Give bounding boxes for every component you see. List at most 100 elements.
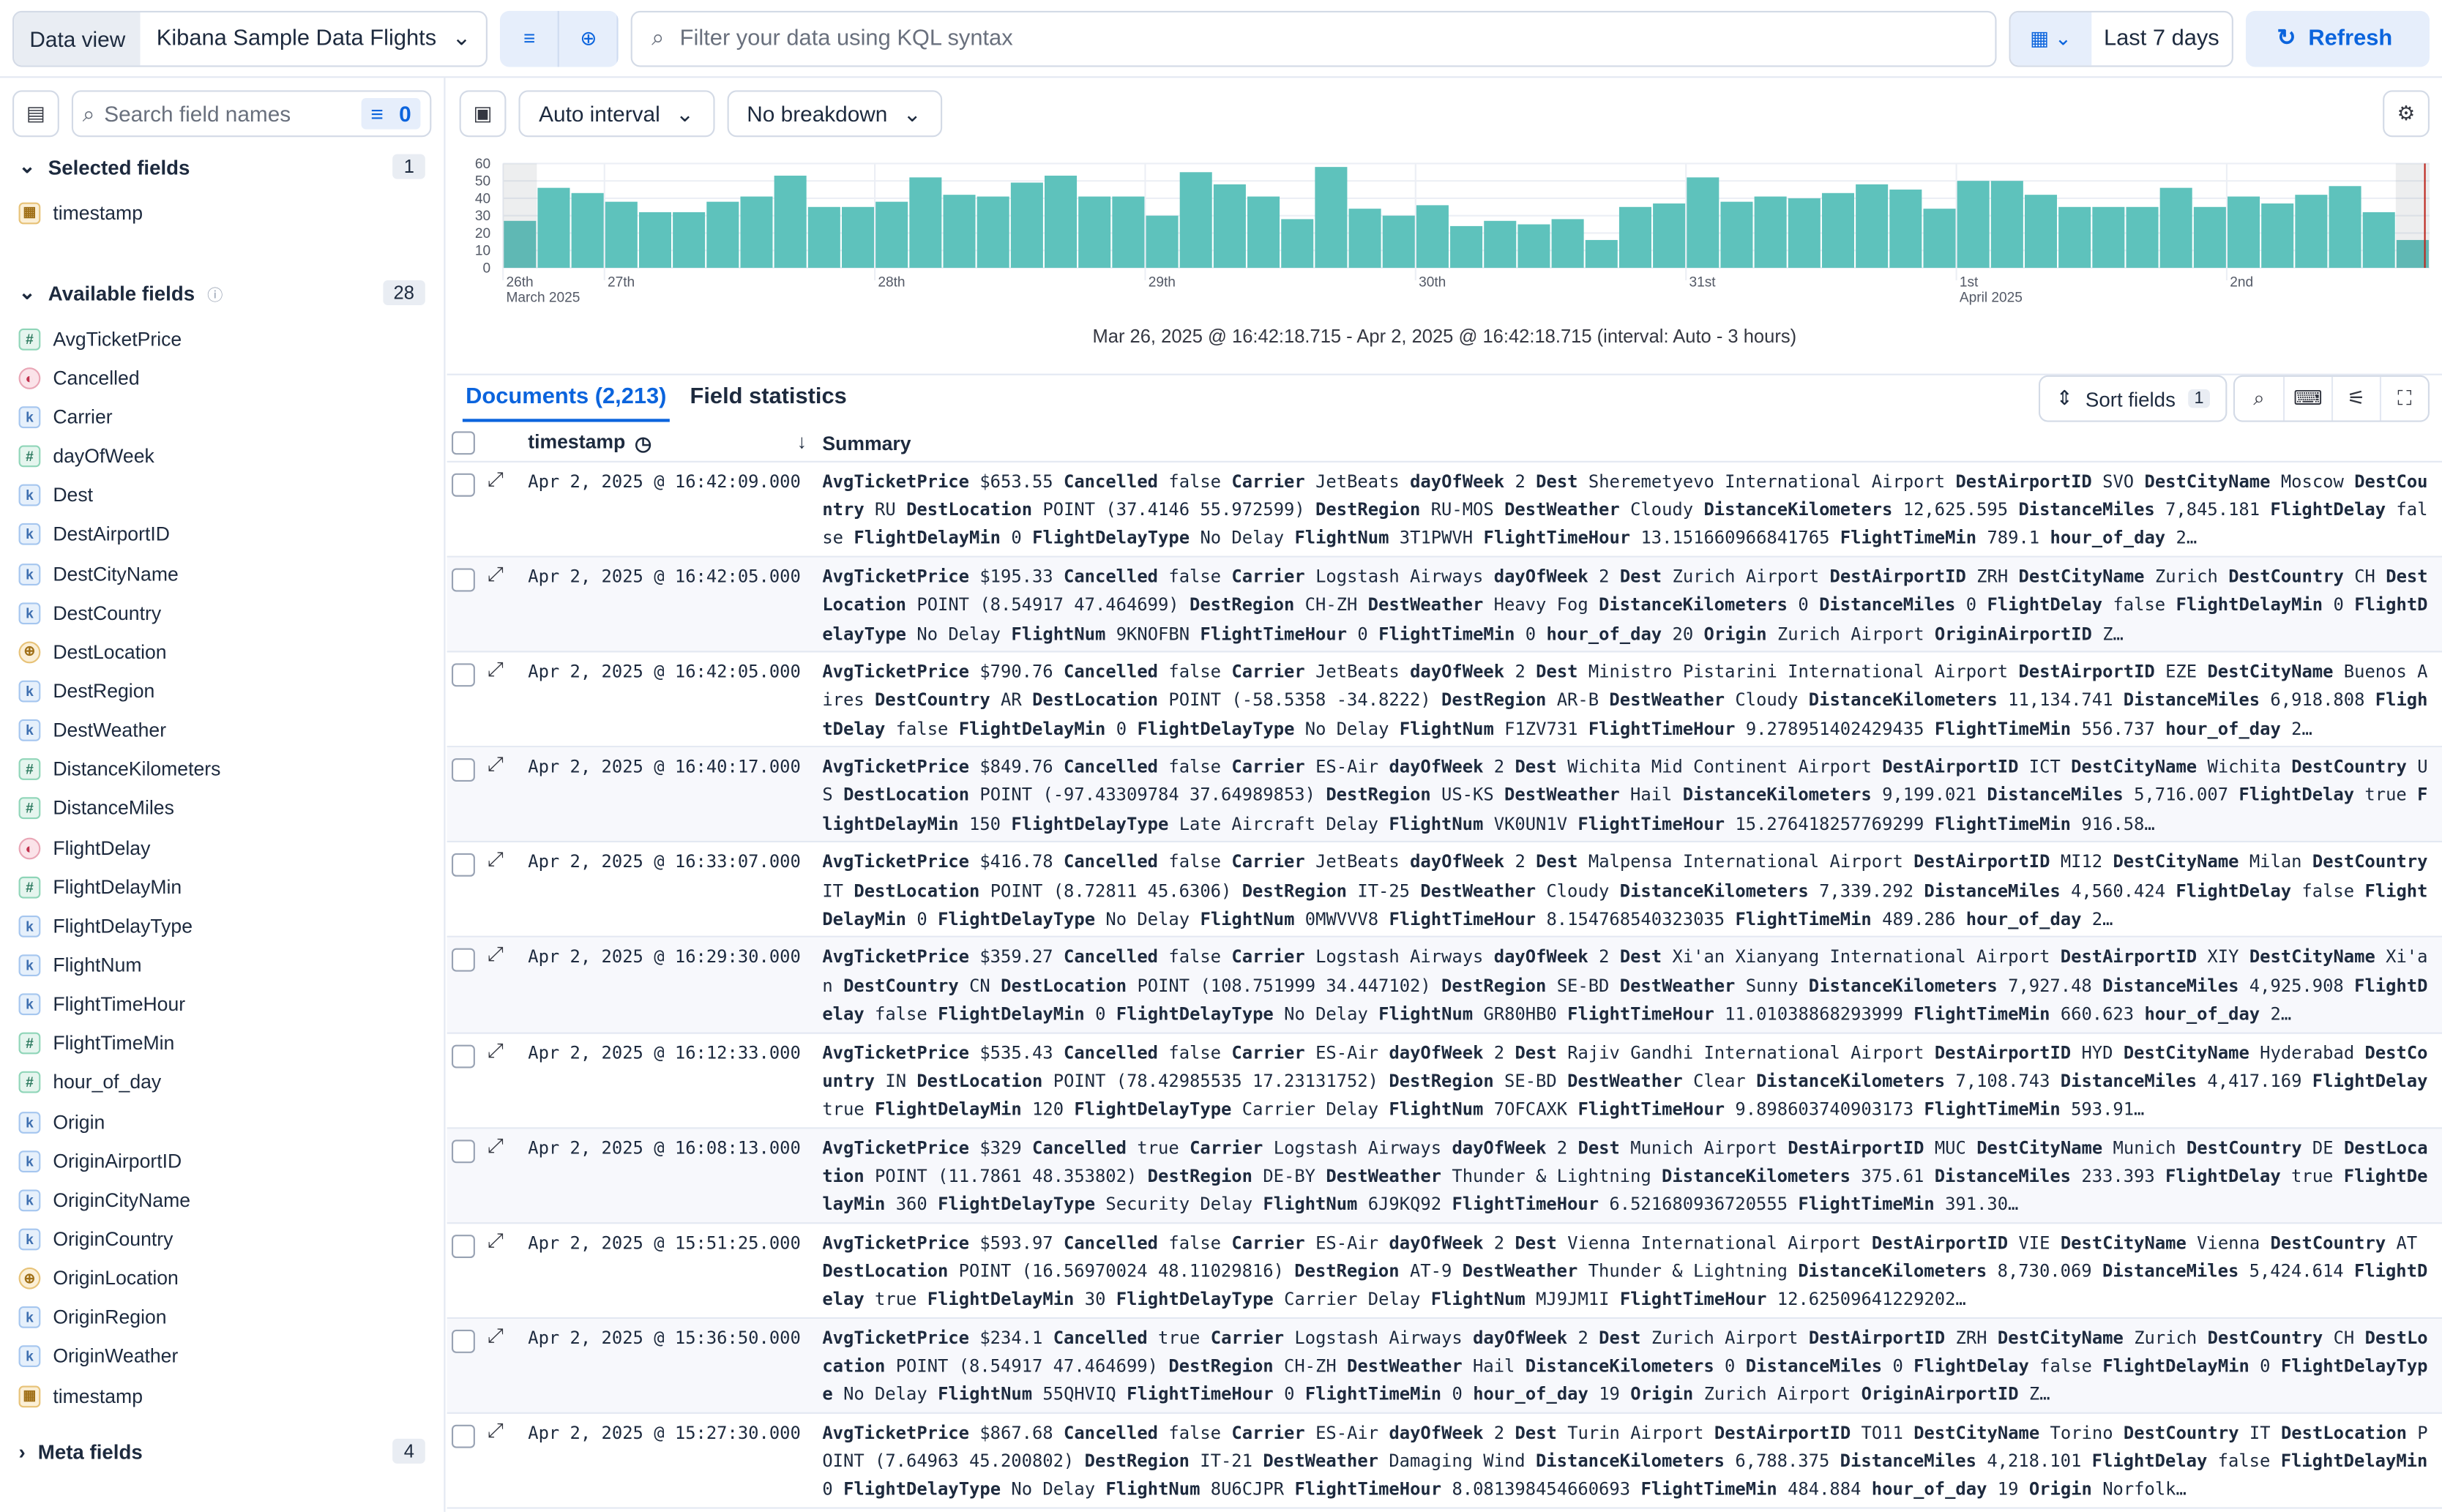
chart-toggle-icon[interactable]: ▣ [459, 90, 507, 138]
field-item-FlightDelayMin[interactable]: # FlightDelayMin [0, 867, 444, 906]
histogram-bar[interactable] [774, 176, 807, 268]
expand-icon[interactable]: ⤢ [487, 1325, 504, 1349]
field-item-DestLocation[interactable]: ⊕ DestLocation [0, 632, 444, 671]
histogram-bar[interactable] [1348, 209, 1381, 268]
field-item-AvgTicketPrice[interactable]: # AvgTicketPrice [0, 319, 444, 358]
histogram-bar[interactable] [1179, 172, 1212, 268]
field-item-OriginRegion[interactable]: k OriginRegion [0, 1298, 444, 1337]
field-item-DistanceMiles[interactable]: # DistanceMiles [0, 789, 444, 828]
row-checkbox[interactable] [451, 1424, 475, 1448]
available-fields-toggle[interactable]: ⌄ Available fields ⓘ 28 [0, 273, 444, 313]
filter-icon[interactable]: ≡ [501, 10, 560, 67]
histogram-bar[interactable] [1382, 215, 1415, 268]
field-item-dayOfWeek[interactable]: # dayOfWeek [0, 437, 444, 476]
field-filter-button[interactable]: ≡ 0 [361, 98, 421, 130]
interval-select[interactable]: Auto interval ⌄ [518, 90, 714, 138]
expand-icon[interactable]: ⤢ [487, 1039, 504, 1063]
display-settings-icon[interactable]: ⚟ [2331, 376, 2380, 421]
histogram-bar[interactable] [1078, 196, 1111, 268]
histogram-bar[interactable] [1585, 239, 1618, 268]
field-item-Carrier[interactable]: k Carrier [0, 397, 444, 436]
histogram-bar[interactable] [2126, 206, 2159, 268]
histogram-bar[interactable] [1754, 196, 1787, 268]
row-checkbox[interactable] [451, 663, 475, 687]
histogram-bar[interactable] [977, 196, 1009, 268]
histogram-bar[interactable] [2295, 195, 2328, 268]
histogram-bar[interactable] [1010, 182, 1043, 268]
histogram-bar[interactable] [2058, 206, 2091, 268]
add-filter-icon[interactable]: ⊕ [560, 10, 619, 67]
field-item-FlightDelay[interactable]: ◐ FlightDelay [0, 828, 444, 867]
field-item-FlightDelayType[interactable]: k FlightDelayType [0, 907, 444, 946]
date-picker[interactable]: ▦ ⌄ Last 7 days [2009, 10, 2233, 67]
field-item-OriginCountry[interactable]: k OriginCountry [0, 1220, 444, 1259]
row-checkbox[interactable] [451, 1329, 475, 1353]
field-item-timestamp[interactable]: ▦ timestamp [0, 1377, 444, 1415]
breakdown-select[interactable]: No breakdown ⌄ [726, 90, 942, 138]
histogram-bar[interactable] [2329, 186, 2361, 268]
field-item-OriginLocation[interactable]: ⊕ OriginLocation [0, 1259, 444, 1298]
histogram-bar[interactable] [1551, 219, 1584, 268]
expand-icon[interactable]: ⤢ [487, 659, 504, 683]
sort-fields-button[interactable]: ⇕ Sort fields 1 [2039, 375, 2228, 422]
sort-desc-icon[interactable]: ↓ [796, 431, 807, 454]
field-item-OriginAirportID[interactable]: k OriginAirportID [0, 1142, 444, 1180]
histogram-bar[interactable] [2092, 206, 2125, 268]
histogram-bar[interactable] [841, 206, 875, 268]
chart-options-icon[interactable]: ⚙ [2383, 90, 2430, 138]
histogram-bar[interactable] [1687, 177, 1720, 268]
field-item-FlightTimeHour[interactable]: k FlightTimeHour [0, 985, 444, 1024]
data-view-picker[interactable]: Data view Kibana Sample Data Flights ⌄ [12, 10, 488, 67]
histogram-bar[interactable] [1821, 192, 1854, 268]
field-item-DestAirportID[interactable]: k DestAirportID [0, 515, 444, 554]
histogram-bar[interactable] [1146, 215, 1179, 268]
field-item-DestCountry[interactable]: k DestCountry [0, 594, 444, 632]
row-checkbox[interactable] [451, 568, 475, 592]
histogram-bar[interactable] [2024, 195, 2058, 268]
histogram-bar[interactable] [1247, 196, 1280, 268]
field-item-OriginWeather[interactable]: k OriginWeather [0, 1337, 444, 1376]
field-item-timestamp[interactable]: ▦ timestamp [0, 193, 444, 232]
collapse-sidebar-icon[interactable]: ▤ [12, 90, 59, 138]
histogram-bar[interactable] [504, 220, 537, 268]
histogram-bar[interactable] [605, 201, 638, 268]
histogram-bar[interactable] [1856, 184, 1889, 268]
histogram-bar[interactable] [1315, 167, 1348, 268]
row-checkbox[interactable] [451, 758, 475, 782]
field-item-Dest[interactable]: k Dest [0, 476, 444, 514]
histogram-bar[interactable] [1957, 181, 1990, 268]
field-item-FlightTimeMin[interactable]: # FlightTimeMin [0, 1024, 444, 1063]
expand-icon[interactable]: ⤢ [487, 1420, 504, 1444]
histogram-bar[interactable] [909, 177, 942, 268]
field-item-DestWeather[interactable]: k DestWeather [0, 711, 444, 749]
tab-field-statistics[interactable]: Field statistics [690, 384, 847, 410]
field-item-DestCityName[interactable]: k DestCityName [0, 554, 444, 593]
selected-fields-toggle[interactable]: ⌄ Selected fields 1 [0, 146, 444, 187]
histogram-bar[interactable] [638, 212, 671, 268]
histogram-bar[interactable] [673, 212, 706, 268]
expand-icon[interactable]: ⤢ [487, 944, 504, 968]
histogram-bar[interactable] [740, 196, 773, 268]
histogram-bar[interactable] [1281, 219, 1314, 268]
row-checkbox[interactable] [451, 1234, 475, 1258]
row-checkbox[interactable] [451, 1044, 475, 1068]
histogram-bar[interactable] [1112, 196, 1145, 268]
fullscreen-icon[interactable]: ⛶ [2379, 376, 2428, 421]
calendar-icon[interactable]: ▦ ⌄ [2010, 11, 2091, 65]
kql-search-input[interactable]: ⌕ Filter your data using KQL syntax [631, 10, 1997, 67]
expand-icon[interactable]: ⤢ [487, 849, 504, 873]
col-summary[interactable]: Summary [822, 432, 911, 454]
histogram-bar[interactable] [807, 206, 840, 268]
keyboard-icon[interactable]: ⌨ [2282, 376, 2331, 421]
data-view-select[interactable]: Kibana Sample Data Flights ⌄ [141, 12, 486, 64]
row-checkbox[interactable] [451, 948, 475, 973]
field-item-DistanceKilometers[interactable]: # DistanceKilometers [0, 750, 444, 789]
field-item-Cancelled[interactable]: ◐ Cancelled [0, 359, 444, 397]
search-icon[interactable]: ⌕ [2253, 386, 2265, 410]
histogram-bar[interactable] [1484, 220, 1517, 268]
expand-icon[interactable]: ⤢ [487, 564, 504, 588]
row-checkbox[interactable] [451, 853, 475, 877]
field-item-FlightNum[interactable]: k FlightNum [0, 946, 444, 984]
histogram-bar[interactable] [2228, 196, 2260, 268]
